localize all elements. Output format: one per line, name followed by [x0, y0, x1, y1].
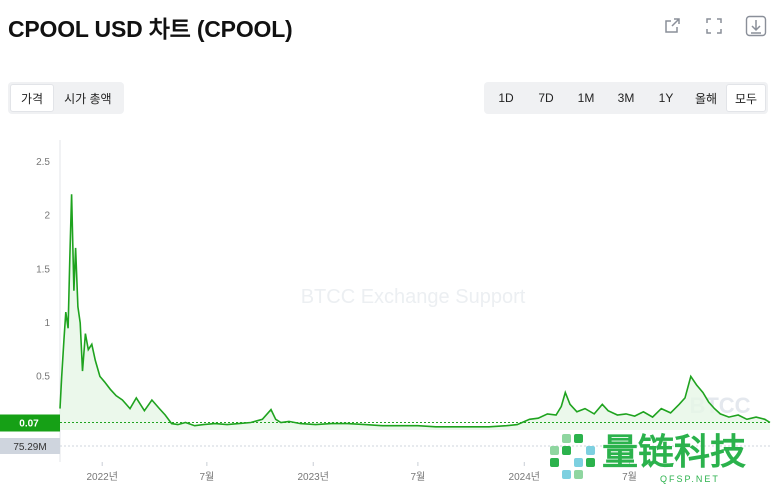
- metric-tabs: 가격 시가 총액: [8, 82, 124, 114]
- x-tick-label: 2023년: [298, 471, 329, 483]
- x-tick-label: 7월: [199, 471, 214, 483]
- volume-badge: [0, 438, 60, 454]
- logo-chinese-text: 量链科技: [602, 432, 746, 473]
- y-tick-label: 2: [44, 211, 50, 222]
- logo-sub-text: QFSP.NET: [660, 474, 720, 484]
- chart-watermark: BTCC Exchange Support: [301, 286, 526, 308]
- tab-price[interactable]: 가격: [10, 84, 55, 112]
- y-tick-label: 1.5: [36, 264, 50, 275]
- y-tick-label: 0.5: [36, 371, 50, 382]
- price-chart[interactable]: BTCC Exchange Support BTCC 0.511.522.5 2…: [0, 130, 776, 489]
- fullscreen-icon[interactable]: [702, 14, 726, 38]
- x-tick-label: 2024년: [509, 471, 540, 483]
- top-toolbar: [660, 14, 768, 38]
- share-icon[interactable]: [660, 14, 684, 38]
- y-tick-label: 1: [44, 318, 50, 329]
- price-line: [59, 194, 771, 428]
- range-1m[interactable]: 1M: [577, 91, 595, 105]
- x-tick-label: 7월: [411, 471, 426, 483]
- range-3m[interactable]: 3M: [617, 91, 635, 105]
- range-1y[interactable]: 1Y: [658, 91, 674, 105]
- price-area-fill: [60, 194, 770, 430]
- page-title: CPOOL USD 차트 (CPOOL): [8, 16, 293, 42]
- x-tick-label: 2022년: [86, 471, 117, 483]
- range-all[interactable]: 모두: [726, 84, 766, 112]
- tab-market-cap[interactable]: 시가 총액: [64, 91, 112, 106]
- qfsp-logo: 量链科技 QFSP.NET: [540, 424, 776, 489]
- range-1d[interactable]: 1D: [498, 91, 514, 105]
- y-tick-label: 2.5: [36, 157, 50, 168]
- current-price-badge: [0, 414, 60, 432]
- download-icon[interactable]: [744, 14, 768, 38]
- current-price-label: 0.07: [19, 419, 39, 430]
- range-7d[interactable]: 7D: [538, 91, 554, 105]
- range-ytd[interactable]: 올해: [694, 91, 718, 106]
- logo-mark-icon: [550, 434, 595, 479]
- x-tick-label: 7월: [622, 471, 637, 483]
- range-tabs: 1D 7D 1M 3M 1Y 올해 모두: [484, 82, 768, 114]
- volume-label: 75.29M: [13, 442, 46, 453]
